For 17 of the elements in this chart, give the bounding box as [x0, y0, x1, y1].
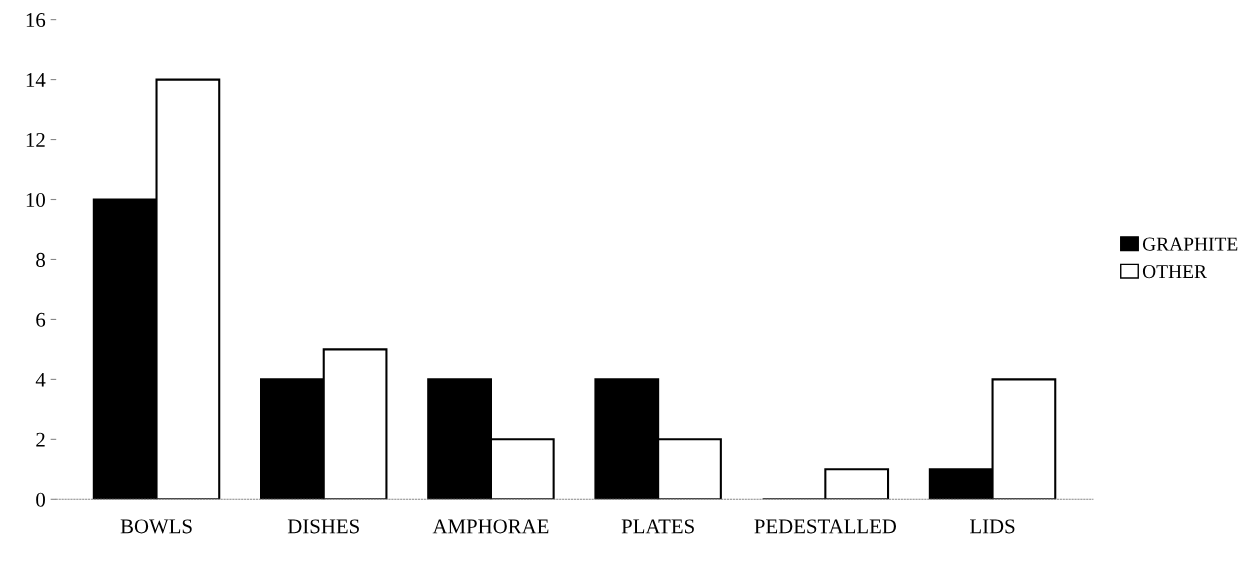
- y-tick-label: 4: [35, 372, 46, 387]
- x-tick-label: LIDS: [970, 519, 1015, 534]
- y-tick-label: 2: [36, 432, 45, 447]
- y-tick-label: 12: [26, 132, 45, 147]
- x-tick-label: AMPHORAE: [432, 519, 549, 534]
- y-tick-label: 16: [26, 13, 46, 28]
- legend-label: OTHER: [1142, 265, 1207, 279]
- y-tick-label: 14: [26, 73, 46, 87]
- y-tick-label: 10: [26, 192, 45, 207]
- y-tick-label: 8: [36, 252, 45, 267]
- x-tick-label: DISHES: [287, 519, 359, 534]
- legend-label: GRAPHITE: [1142, 237, 1238, 251]
- x-tick-label: PEDESTALLED: [754, 519, 897, 534]
- x-tick-label: BOWLS: [120, 519, 192, 534]
- x-tick-label: PLATES: [621, 519, 694, 534]
- y-tick-label: 0: [36, 492, 45, 507]
- y-tick-label: 6: [36, 312, 46, 327]
